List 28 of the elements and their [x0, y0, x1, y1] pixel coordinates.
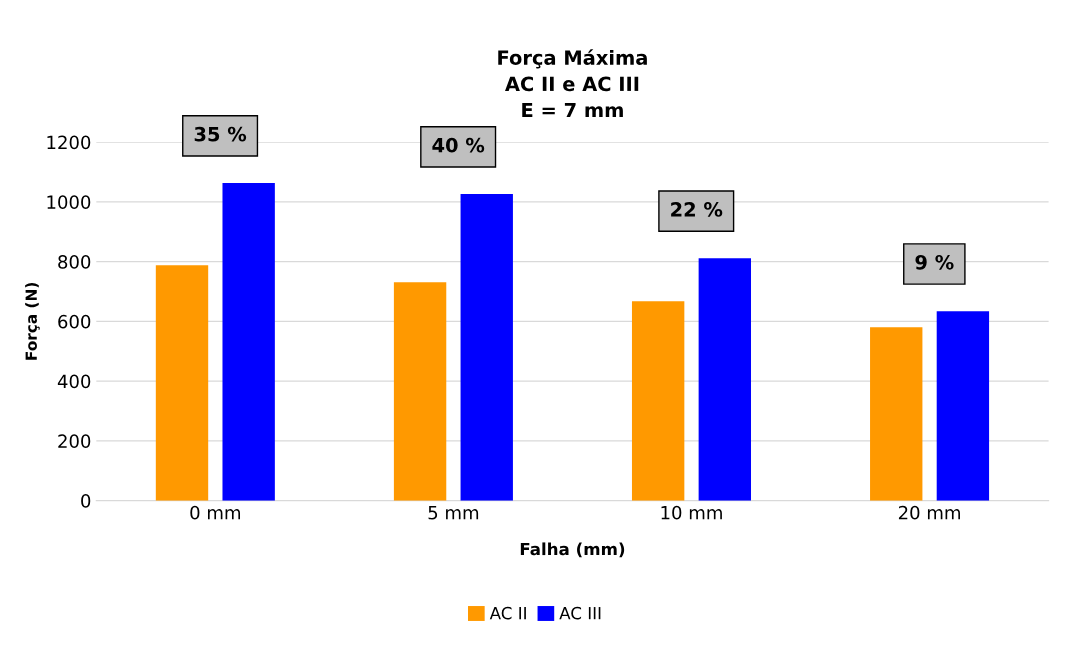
bar — [393, 282, 447, 501]
y-tick-label: 200 — [58, 434, 91, 449]
x-tick-label: 10 mm — [661, 505, 722, 520]
bar — [155, 265, 209, 501]
y-tick-label: 0 — [81, 494, 91, 508]
annotation: 9 % — [915, 254, 954, 270]
bar — [460, 194, 513, 501]
y-tick-label: 800 — [58, 255, 91, 269]
y-tick-label: 1200 — [47, 135, 91, 150]
y-tick-label: 1000 — [47, 195, 91, 209]
annotation: 40 % — [432, 137, 485, 153]
x-axis-title: Falha (mm) — [520, 542, 625, 558]
x-tick-label: 5 mm — [428, 506, 479, 520]
x-tick-label: 20 mm — [898, 505, 960, 520]
chart-title: Força Máxima AC II e AC III E = 7 mm — [498, 49, 647, 118]
annotation: 22 % — [671, 202, 723, 217]
y-tick-label: 400 — [57, 374, 91, 389]
x-tick-label: 0 mm — [190, 505, 241, 520]
bar — [698, 258, 752, 501]
text: 35 % — [194, 126, 247, 142]
bar — [222, 183, 275, 501]
bar — [631, 301, 685, 501]
y-axis-title: Força (N) — [25, 283, 40, 360]
legend-label: AC II — [489, 606, 526, 620]
bar — [936, 311, 990, 501]
legend-label: AC III — [559, 606, 601, 620]
y-tick-label: 600 — [58, 314, 91, 329]
bar — [870, 327, 923, 501]
